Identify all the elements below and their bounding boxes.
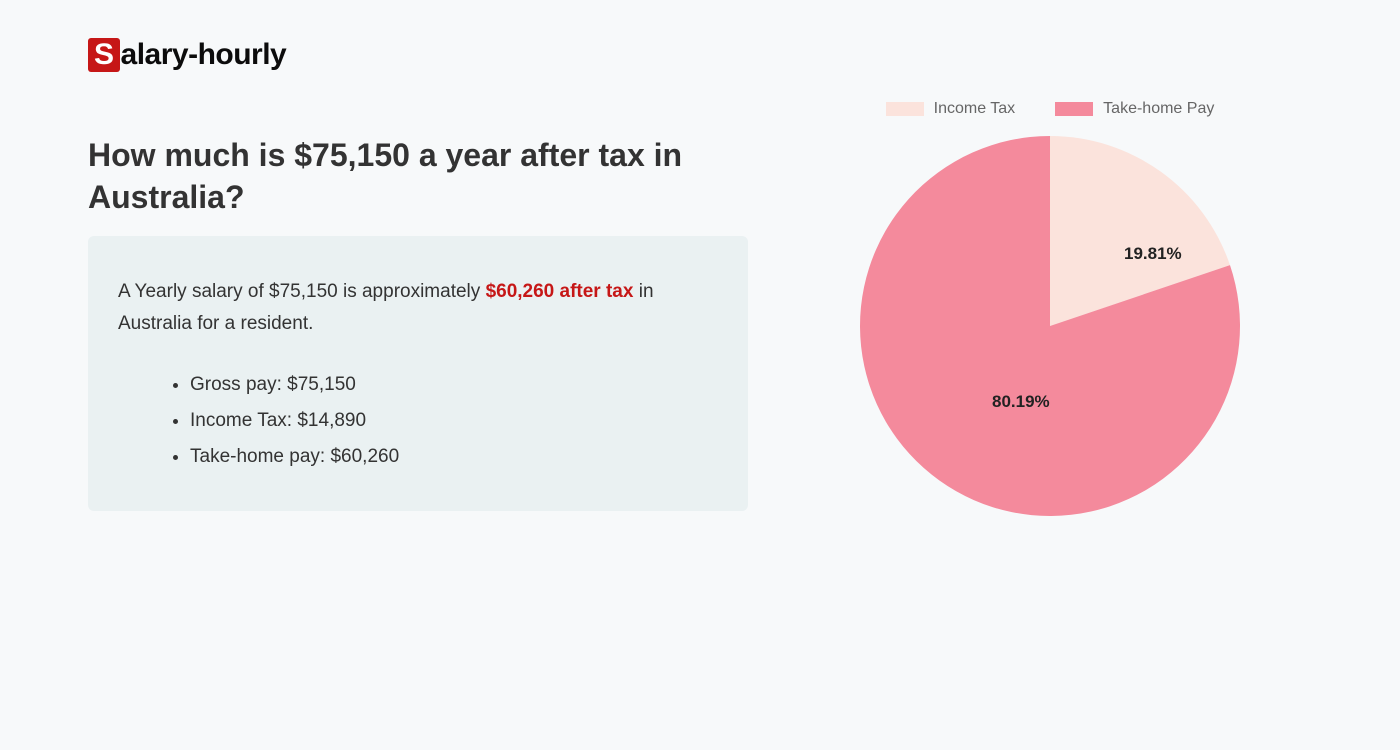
slice-label-income-tax: 19.81% <box>1124 244 1182 264</box>
logo-mark: S <box>88 38 120 72</box>
pie-svg <box>860 136 1240 516</box>
summary-text: A Yearly salary of $75,150 is approximat… <box>118 276 718 341</box>
site-logo: Salary-hourly <box>88 38 286 72</box>
legend-swatch-income-tax <box>886 102 924 116</box>
list-item: Income Tax: $14,890 <box>190 403 718 439</box>
list-item: Take-home pay: $60,260 <box>190 439 718 475</box>
summary-box: A Yearly salary of $75,150 is approximat… <box>88 236 748 511</box>
legend-item: Take-home Pay <box>1055 100 1214 118</box>
legend-swatch-take-home <box>1055 102 1093 116</box>
chart-legend: Income Tax Take-home Pay <box>830 100 1270 118</box>
page-title: How much is $75,150 a year after tax in … <box>88 135 728 218</box>
legend-item: Income Tax <box>886 100 1016 118</box>
pie-chart: 19.81% 80.19% <box>860 136 1240 516</box>
breakdown-list: Gross pay: $75,150 Income Tax: $14,890 T… <box>118 367 718 475</box>
summary-highlight: $60,260 after tax <box>486 281 634 302</box>
legend-label: Income Tax <box>934 100 1016 118</box>
slice-label-take-home: 80.19% <box>992 392 1050 412</box>
pie-chart-area: Income Tax Take-home Pay 19.81% 80.19% <box>830 100 1270 516</box>
logo-text: alary-hourly <box>121 38 287 71</box>
legend-label: Take-home Pay <box>1103 100 1214 118</box>
summary-pre: A Yearly salary of $75,150 is approximat… <box>118 281 486 302</box>
list-item: Gross pay: $75,150 <box>190 367 718 403</box>
